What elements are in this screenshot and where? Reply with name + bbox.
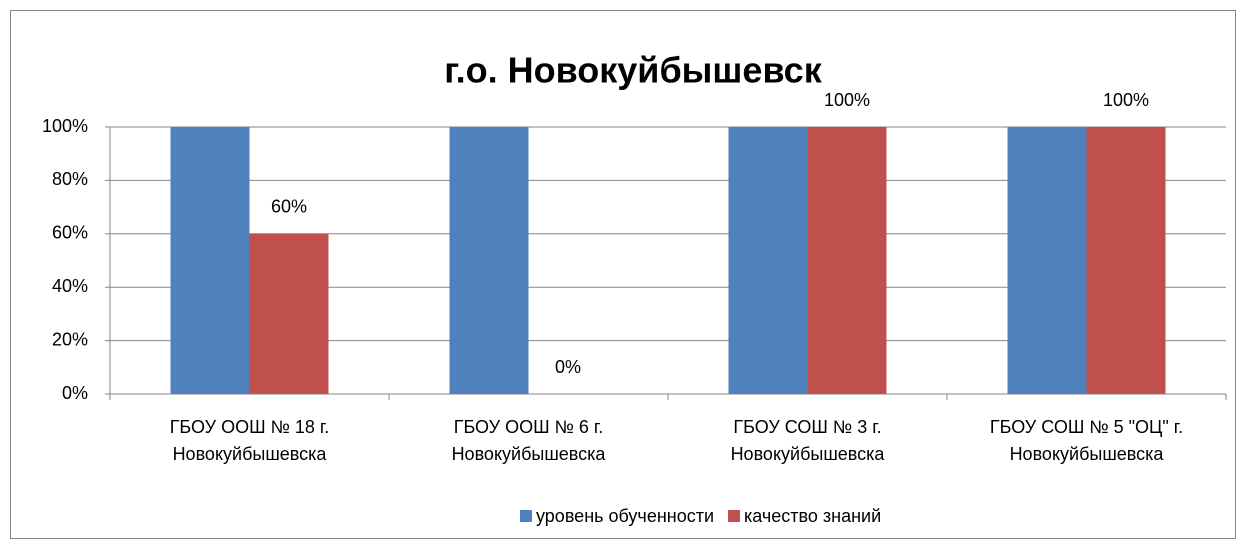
bar [1007,127,1087,394]
data-label: 100% [824,90,870,110]
legend-swatch [728,510,741,522]
y-tick-label: 60% [52,223,88,243]
legend-swatch [520,510,532,522]
data-label: 60% [271,197,307,217]
y-tick-label: 40% [52,276,88,296]
bar [728,127,808,394]
y-tick-label: 20% [52,329,88,349]
legend-label: уровень обученности [536,506,714,526]
y-tick-label: 0% [62,383,88,403]
bar [449,127,529,394]
x-tick-label: ГБОУ ООШ № 18 г. Новокуйбышевска [169,417,330,464]
data-label: 100% [1103,90,1149,110]
chart-title: г.о. Новокуйбышевск [444,50,822,91]
data-label: 0% [555,357,581,377]
legend-label: качество знаний [744,506,881,526]
x-tick-label: ГБОУ СОШ № 5 "ОЦ" г. Новокуйбышевска [989,417,1184,464]
bar [807,127,887,394]
y-tick-label: 100% [42,116,88,136]
x-tick-label: ГБОУ ООШ № 6 г. Новокуйбышевска [451,417,606,464]
y-tick-label: 80% [52,169,88,189]
x-tick-label: ГБОУ СОШ № 3 г. Новокуйбышевска [730,417,885,464]
bar [1086,127,1166,394]
bar [249,233,329,394]
bar [170,127,250,394]
